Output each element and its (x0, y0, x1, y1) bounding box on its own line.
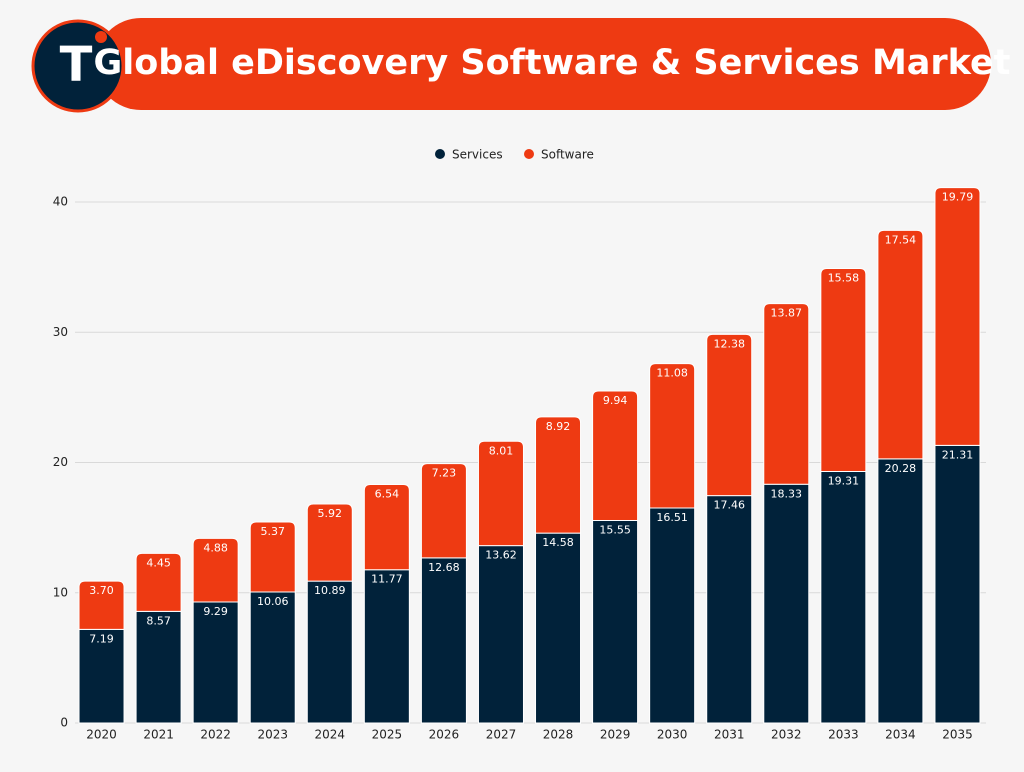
bar-segment (535, 416, 582, 534)
value-label: 3.70 (89, 584, 114, 597)
bar-segment (135, 552, 182, 612)
value-label: 8.01 (489, 444, 514, 457)
legend-label: Software (541, 148, 594, 162)
bar-segment (249, 591, 296, 724)
value-label: 15.58 (828, 272, 860, 285)
y-tick-label: 0 (60, 716, 68, 730)
value-label: 10.89 (314, 584, 346, 597)
x-tick-label: 2027 (486, 728, 517, 742)
bar-segment (192, 601, 239, 724)
logo-dot (95, 31, 107, 43)
value-label: 12.68 (428, 561, 460, 574)
bar-segment (306, 503, 353, 582)
value-label: 5.92 (318, 507, 343, 520)
bar-segment (535, 532, 582, 724)
bar-segment (249, 521, 296, 593)
bar-segment (135, 610, 182, 724)
y-tick-label: 20 (53, 455, 68, 469)
value-label: 14.58 (542, 536, 574, 549)
x-tick-label: 2025 (372, 728, 403, 742)
value-label: 6.54 (375, 488, 400, 501)
value-label: 21.31 (942, 448, 974, 461)
value-label: 13.87 (771, 307, 803, 320)
y-tick-label: 40 (53, 195, 68, 209)
value-label: 5.37 (260, 525, 285, 538)
bar-segment (934, 444, 981, 724)
bar-segment (763, 483, 810, 724)
bar-segment (820, 470, 867, 724)
value-label: 19.79 (942, 191, 974, 204)
value-label: 9.94 (603, 394, 628, 407)
x-tick-label: 2022 (200, 728, 231, 742)
x-tick-label: 2028 (543, 728, 574, 742)
x-tick-label: 2035 (942, 728, 973, 742)
bar-segment (877, 229, 924, 460)
value-label: 8.92 (546, 420, 571, 433)
value-label: 17.54 (885, 233, 917, 246)
x-tick-label: 2026 (429, 728, 460, 742)
bar-segment (934, 187, 981, 446)
x-tick-label: 2034 (885, 728, 916, 742)
x-tick-label: 2032 (771, 728, 802, 742)
bar-segment (192, 537, 239, 603)
value-label: 8.57 (146, 614, 171, 627)
x-tick-label: 2024 (315, 728, 346, 742)
x-tick-label: 2021 (143, 728, 174, 742)
y-tick-label: 10 (53, 585, 68, 599)
legend-swatch (435, 149, 445, 159)
bar-segment (477, 545, 524, 724)
value-label: 9.29 (203, 605, 228, 618)
value-label: 4.88 (203, 541, 228, 554)
value-label: 19.31 (828, 474, 860, 487)
bar-segment (363, 569, 410, 724)
x-tick-label: 2020 (86, 728, 117, 742)
bar-segment (877, 458, 924, 724)
bar-segment (420, 557, 467, 724)
value-label: 17.46 (713, 499, 745, 512)
bar-segment (363, 484, 410, 571)
bar-segment (592, 390, 639, 521)
x-tick-label: 2030 (657, 728, 688, 742)
bar-segment (649, 507, 696, 724)
value-label: 20.28 (885, 462, 917, 475)
bar-segment (706, 333, 753, 497)
value-label: 11.08 (656, 367, 688, 380)
value-label: 10.06 (257, 595, 289, 608)
bar-segment (592, 519, 639, 724)
value-label: 12.38 (713, 337, 745, 350)
x-tick-label: 2031 (714, 728, 745, 742)
y-tick-label: 30 (53, 325, 68, 339)
bar-segment (763, 303, 810, 485)
value-label: 16.51 (656, 511, 688, 524)
x-tick-label: 2029 (600, 728, 631, 742)
value-label: 13.62 (485, 549, 517, 562)
bar-segment (649, 363, 696, 509)
bar-segment (820, 268, 867, 472)
legend-swatch (524, 149, 534, 159)
bar-segment (477, 440, 524, 547)
value-label: 4.45 (146, 556, 171, 569)
bar-segment (420, 463, 467, 559)
bar-segment (706, 495, 753, 724)
bar-segment (306, 580, 353, 724)
logo-text: T (60, 37, 93, 93)
chart-title: Global eDiscovery Software & Services Ma… (94, 43, 1011, 83)
value-label: 7.19 (89, 632, 114, 645)
legend-label: Services (452, 148, 503, 162)
value-label: 11.77 (371, 573, 403, 586)
x-tick-label: 2033 (828, 728, 859, 742)
value-label: 15.55 (599, 523, 631, 536)
x-tick-label: 2023 (257, 728, 288, 742)
logo (31, 19, 125, 113)
bar-segment (78, 580, 125, 630)
title-banner (95, 18, 991, 110)
value-label: 7.23 (432, 467, 457, 480)
value-label: 18.33 (771, 487, 803, 500)
